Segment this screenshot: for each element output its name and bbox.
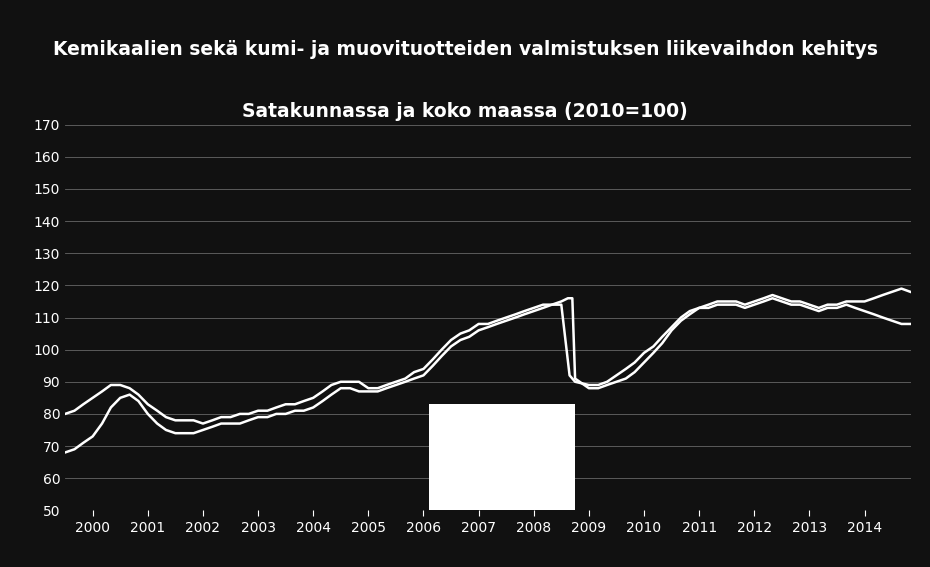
Bar: [429, 404, 575, 510]
Text: Satakunnassa ja koko maassa (2010=100): Satakunnassa ja koko maassa (2010=100): [242, 102, 688, 121]
Text: Kemikaalien sekä kumi- ja muovituotteiden valmistuksen liikevaihdon kehitys: Kemikaalien sekä kumi- ja muovituotteide…: [52, 40, 878, 59]
